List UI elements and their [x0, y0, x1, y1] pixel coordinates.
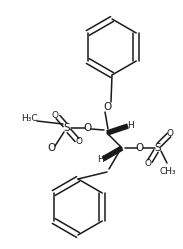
Text: CH₃: CH₃: [160, 168, 176, 177]
Text: O: O: [145, 159, 152, 168]
Text: H: H: [128, 121, 134, 129]
Text: S: S: [155, 143, 161, 153]
Text: O: O: [51, 111, 59, 120]
Text: H₃C: H₃C: [21, 114, 37, 123]
Text: O: O: [76, 137, 83, 146]
Text: O: O: [104, 102, 112, 112]
Text: S: S: [64, 123, 70, 133]
Text: O: O: [84, 123, 92, 133]
Text: O: O: [48, 143, 56, 153]
Text: O: O: [136, 143, 144, 153]
Text: O: O: [167, 128, 173, 137]
Text: H: H: [97, 155, 103, 165]
